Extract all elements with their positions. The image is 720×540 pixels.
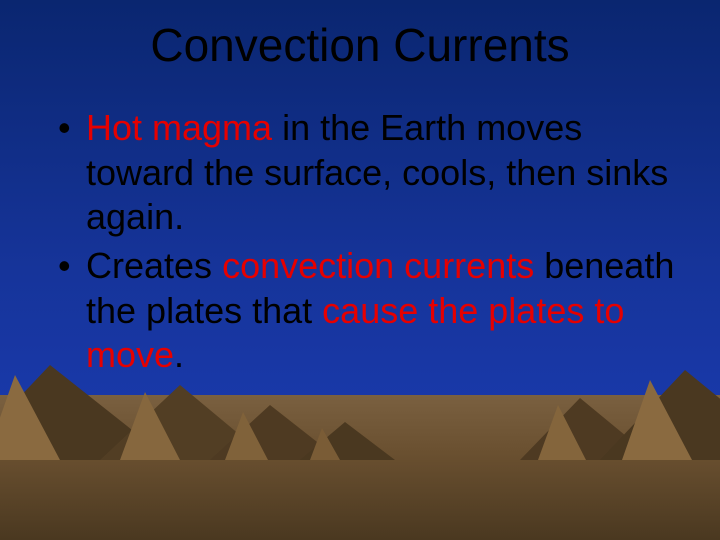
slide-content: Convection Currents Hot magma in the Ear… (0, 0, 720, 540)
bullet-list: Hot magma in the Earth moves toward the … (40, 106, 680, 378)
bullet-item: Hot magma in the Earth moves toward the … (58, 106, 680, 240)
slide-title: Convection Currents (40, 18, 680, 72)
bullet-item: Creates convection currents beneath the … (58, 244, 680, 378)
text-run: . (174, 334, 184, 375)
text-run: Creates (86, 245, 222, 286)
text-run: Hot magma (86, 107, 272, 148)
text-run: convection currents (222, 245, 534, 286)
